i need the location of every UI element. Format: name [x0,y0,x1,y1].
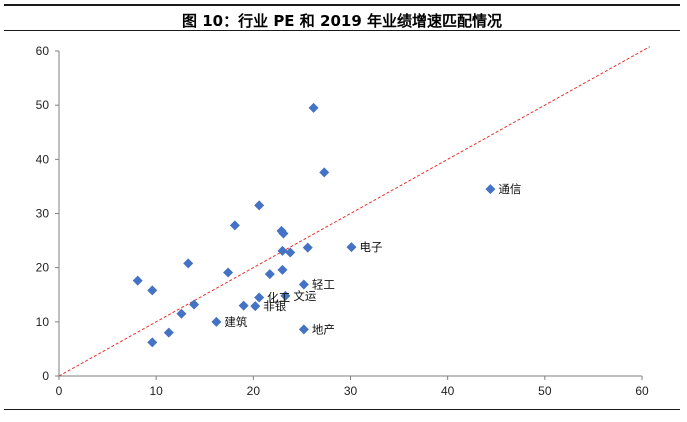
data-point-label: 地产 [312,322,335,336]
data-point [277,264,288,275]
bottom-rule [4,409,680,410]
y-tick-label: 30 [36,207,50,221]
data-point [277,245,288,256]
x-tick-label: 10 [149,384,163,398]
y-tick-label: 40 [36,152,50,166]
data-point [278,228,289,239]
data-point [147,337,158,348]
y-tick-label: 20 [36,261,50,275]
data-point [250,301,261,312]
x-tick-label: 50 [538,384,552,398]
x-tick-label: 30 [344,384,358,398]
y-tick-label: 50 [36,98,50,112]
data-point-label: 通信 [498,182,521,196]
data-point [298,279,309,290]
x-tick-label: 20 [247,384,261,398]
data-point [308,102,319,113]
data-point [298,324,309,335]
data-point [147,285,158,296]
data-point [254,292,265,303]
y-tick-label: 10 [36,315,50,329]
data-point-label: 非银 [263,299,286,313]
y-tick-label: 60 [36,44,50,58]
x-tick-label: 60 [635,384,649,398]
data-point [223,267,234,278]
x-tick-label: 0 [56,384,63,398]
data-point [183,258,194,269]
data-point [176,308,187,319]
data-point [302,242,313,253]
points-layer [132,102,496,348]
data-point [238,300,249,311]
data-point [346,242,357,253]
data-point [285,247,296,258]
data-point-label: 轻工 [312,277,335,291]
data-point-label: 化工 [267,290,290,304]
data-point [189,299,200,310]
data-point-label: 电子 [359,240,382,254]
reference-line-layer [58,46,651,377]
data-point [319,167,330,178]
data-point [163,327,174,338]
data-point [132,275,143,286]
data-point [264,269,275,280]
axes: 0 10 20 30 40 50 60 0 10 20 30 40 50 60 [36,44,649,398]
data-point-label: 建筑 [224,315,247,329]
data-point [211,316,222,327]
y-tick-label: 0 [42,369,49,383]
data-point [280,290,291,301]
reference-line [58,46,651,377]
data-point-label: 文运 [293,289,316,303]
chart-title: 图 10：行业 PE 和 2019 年业绩增速匹配情况 [182,12,502,30]
title-bar: 图 10：行业 PE 和 2019 年业绩增速匹配情况 [4,4,680,31]
data-point [254,200,265,211]
x-tick-label: 40 [441,384,455,398]
data-point [229,220,240,231]
data-point [485,184,496,195]
